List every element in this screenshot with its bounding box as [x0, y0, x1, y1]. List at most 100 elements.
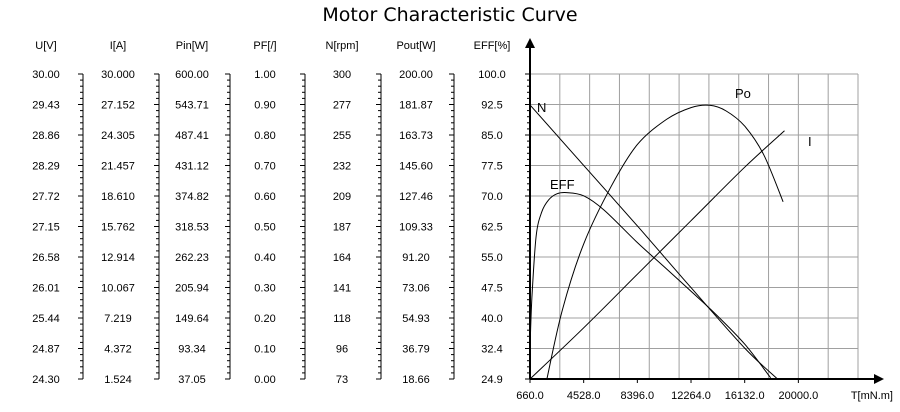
series-i-label: I: [808, 134, 812, 149]
scale-tick-label: 55.0: [481, 252, 502, 264]
scale-tick-label: 0.90: [254, 100, 275, 112]
scale-tick-label: 0.30: [254, 283, 275, 295]
scale-tick-label: 26.01: [32, 283, 60, 295]
scale-4: N[rpm] 300 277 255 232 209 187 164 141 118 96 73: [326, 40, 382, 386]
scale-tick-label: 300: [333, 69, 351, 81]
scale-header: N[rpm]: [326, 40, 359, 52]
scale-header: EFF[%]: [474, 40, 511, 52]
scale-3: PF[/] 1.00 0.90 0.80 0.70 0.60 0.50 0.40 0.30 0.2…: [253, 40, 306, 386]
scale-tick-label: 262.23: [175, 252, 209, 264]
scale-tick-label: 374.82: [175, 191, 209, 203]
plot-axes: [525, 38, 884, 384]
x-axis-arrow: [874, 374, 884, 384]
scale-tick-label: 0.00: [254, 374, 275, 386]
scale-tick-label: 21.457: [101, 161, 135, 173]
scale-tick-label: 32.4: [481, 344, 502, 356]
x-tick-label: 660.0: [516, 390, 544, 402]
series-curves: N I Po EFF: [529, 86, 812, 380]
scale-tick-label: 145.60: [399, 161, 433, 173]
scale-tick-label: 36.79: [402, 344, 430, 356]
x-tick-label: 20000.0: [778, 390, 818, 402]
scale-tick-label: 1.524: [104, 374, 132, 386]
scale-header: Pin[W]: [176, 40, 208, 52]
scale-tick-label: 7.219: [104, 313, 132, 325]
value-scales: U[V] 30.00 29.43 28.86 28.29 27.72 27.15 26.58 2…: [32, 40, 531, 386]
scale-header: PF[/]: [253, 40, 276, 52]
scale-tick-label: 27.15: [32, 222, 60, 234]
scale-tick-label: 0.60: [254, 191, 275, 203]
scale-tick-label: 24.305: [101, 130, 135, 142]
scale-tick-label: 24.87: [32, 344, 60, 356]
scale-tick-label: 100.0: [478, 69, 506, 81]
scale-tick-label: 487.41: [175, 130, 209, 142]
scale-tick-label: 47.5: [481, 283, 502, 295]
scale-0: U[V] 30.00 29.43 28.86 28.29 27.72 27.15 26.58 2…: [32, 40, 84, 386]
y-axis-arrow: [525, 38, 535, 48]
scale-tick-label: 62.5: [481, 222, 502, 234]
x-unit-label: T[mN.m]: [851, 390, 893, 402]
scale-tick-label: 431.12: [175, 161, 209, 173]
x-tick-label: 12264.0: [671, 390, 711, 402]
scale-tick-label: 4.372: [104, 344, 132, 356]
scale-tick-label: 1.00: [254, 69, 275, 81]
scale-tick-label: 205.94: [175, 283, 209, 295]
scale-tick-label: 24.30: [32, 374, 60, 386]
x-tick-label: 16132.0: [725, 390, 765, 402]
scale-tick-label: 27.72: [32, 191, 60, 203]
chart-title: Motor Characteristic Curve: [322, 4, 578, 26]
scale-tick-label: 73.06: [402, 283, 430, 295]
scale-tick-label: 40.0: [481, 313, 502, 325]
scale-tick-label: 93.34: [178, 344, 206, 356]
scale-header: Pout[W]: [396, 40, 435, 52]
series-po-line: [546, 104, 784, 380]
series-n-line: [529, 104, 778, 380]
scale-tick-label: 141: [333, 283, 351, 295]
scale-tick-label: 30.000: [101, 69, 135, 81]
scale-tick-label: 0.40: [254, 252, 275, 264]
scale-tick-label: 70.0: [481, 191, 502, 203]
scale-tick-label: 109.33: [399, 222, 433, 234]
scale-tick-label: 77.5: [481, 161, 502, 173]
series-eff-line: [529, 191, 771, 379]
scale-tick-label: 27.152: [101, 100, 135, 112]
scale-tick-label: 232: [333, 161, 351, 173]
scale-tick-label: 54.93: [402, 313, 430, 325]
scale-tick-label: 118: [333, 313, 351, 325]
scale-tick-label: 318.53: [175, 222, 209, 234]
series-po-label: Po: [735, 86, 751, 101]
scale-tick-label: 600.00: [175, 69, 209, 81]
scale-header: U[V]: [35, 40, 56, 52]
scale-tick-label: 209: [333, 191, 351, 203]
x-tick-label: 4528.0: [567, 390, 601, 402]
scale-tick-label: 25.44: [32, 313, 60, 325]
scale-tick-label: 91.20: [402, 252, 430, 264]
scale-tick-label: 0.50: [254, 222, 275, 234]
scale-tick-label: 0.70: [254, 161, 275, 173]
scale-tick-label: 10.067: [101, 283, 135, 295]
scale-tick-label: 24.9: [481, 374, 502, 386]
x-axis-labels: 660.0 4528.0 8396.0 12264.0 16132.0 20000.0 T[…: [516, 379, 893, 402]
scale-tick-label: 26.58: [32, 252, 60, 264]
scale-tick-label: 255: [333, 130, 351, 142]
plot-grid: [529, 73, 859, 380]
scale-tick-label: 28.29: [32, 161, 60, 173]
scale-tick-label: 200.00: [399, 69, 433, 81]
scale-tick-label: 18.66: [402, 374, 430, 386]
scale-tick-label: 164: [333, 252, 351, 264]
scale-2: Pin[W] 600.00 543.71 487.41 431.12 374.82 318.…: [175, 40, 231, 386]
scale-tick-label: 277: [333, 100, 351, 112]
scale-tick-label: 92.5: [481, 100, 502, 112]
scale-tick-label: 30.00: [32, 69, 60, 81]
scale-tick-label: 187: [333, 222, 351, 234]
scale-header: I[A]: [110, 40, 127, 52]
scale-tick-label: 29.43: [32, 100, 60, 112]
series-i-line: [529, 130, 785, 380]
scale-tick-label: 85.0: [481, 130, 502, 142]
scale-tick-label: 73: [336, 374, 348, 386]
scale-tick-label: 0.20: [254, 313, 275, 325]
x-tick-label: 8396.0: [621, 390, 655, 402]
scale-tick-label: 18.610: [101, 191, 135, 203]
scale-tick-label: 181.87: [399, 100, 433, 112]
scale-tick-label: 543.71: [175, 100, 209, 112]
